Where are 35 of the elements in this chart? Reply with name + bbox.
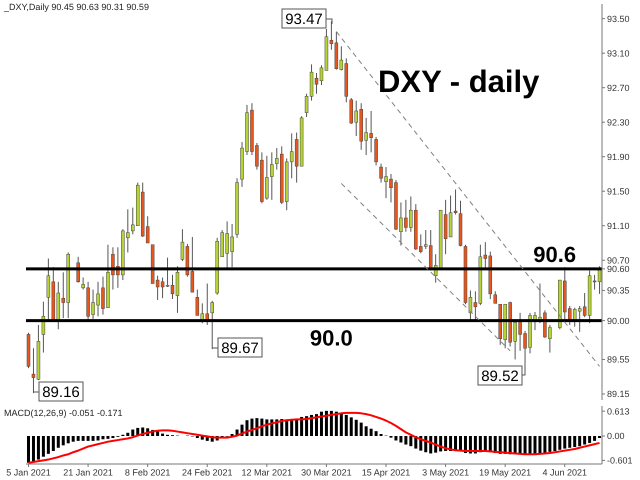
- x-tick-label: 24 Feb 2021: [182, 467, 233, 478]
- y-tick-label: 91.90: [607, 152, 630, 162]
- annotation: 89.67: [221, 340, 259, 357]
- annotation: 89.16: [42, 384, 80, 401]
- y-tick-label: 89.55: [607, 354, 630, 365]
- x-tick-label: 12 Mar 2021: [242, 467, 292, 478]
- y-tick-label: 90.35: [607, 286, 630, 296]
- y-tick-label: 0.613: [607, 406, 630, 416]
- y-tick-label: 93.10: [607, 48, 630, 58]
- x-tick-label: 4 Jun 2021: [542, 467, 588, 478]
- y-tick-label: 91.50: [607, 186, 630, 196]
- text: DXY - daily: [378, 64, 540, 100]
- x-tick-label: 15 Apr 2021: [362, 467, 410, 478]
- x-tick-label: 3 May 2021: [422, 467, 470, 478]
- annotation: 93.47: [285, 11, 323, 28]
- y-tick-label: 93.50: [607, 14, 630, 24]
- chart-subtitle: _DXY,Daily 90.45 90.63 90.31 90.59: [4, 2, 149, 12]
- y-tick-label: 91.10: [607, 220, 630, 231]
- y-tick-label: -0.601: [607, 456, 633, 466]
- y-tick-label: 89.15: [607, 389, 630, 400]
- y-tick-label: 0.00: [607, 431, 625, 442]
- annotation: 89.52: [481, 368, 519, 385]
- y-tick-label: 90.70: [607, 255, 630, 266]
- x-tick-label: 21 Jan 2021: [63, 467, 113, 478]
- x-tick-label: 8 Feb 2021: [124, 467, 170, 478]
- chart-title: MACD(12,26,9) -0.051 -0.171: [4, 408, 123, 418]
- x-tick-label: 5 Jan 2021: [6, 467, 51, 478]
- ref-line-label: 90.6: [533, 242, 576, 267]
- x-tick-label: 19 May 2021: [479, 467, 532, 478]
- y-tick-label: 90.00: [607, 316, 630, 326]
- ref-line-label: 90.0: [310, 326, 353, 351]
- x-tick-label: 30 Mar 2021: [301, 467, 352, 478]
- y-tick-label: 92.30: [607, 117, 630, 128]
- y-tick-label: 92.70: [607, 82, 630, 93]
- y-tick-label: 90.60: [607, 264, 630, 274]
